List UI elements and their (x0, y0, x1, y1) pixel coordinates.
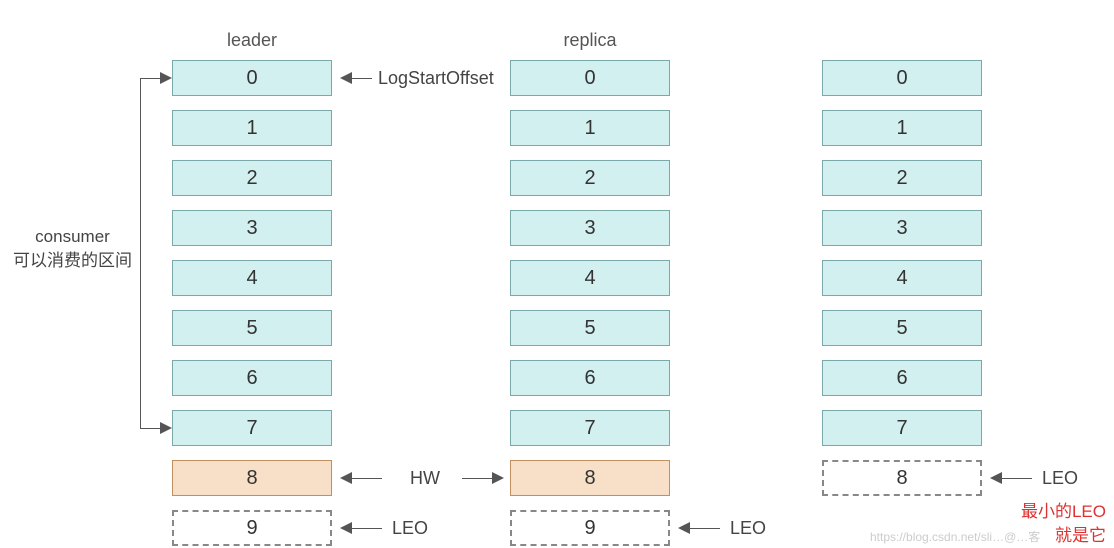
leo-replica-line (690, 528, 720, 529)
hw-arrow-right (492, 472, 504, 484)
leo-leader-label: LEO (392, 518, 428, 539)
leo-leader-arrow (340, 522, 352, 534)
cell-leader-6: 6 (172, 360, 332, 396)
leo-leader-line (352, 528, 382, 529)
consumer-l1: consumer (35, 227, 110, 246)
cell-replica-6: 6 (510, 360, 670, 396)
cell-leader-8: 8 (172, 460, 332, 496)
red-l2: 就是它 (1055, 526, 1106, 545)
cell-replica-5: 5 (510, 310, 670, 346)
cell-third-3: 3 (822, 210, 982, 246)
cell-replica-9: 9 (510, 510, 670, 546)
cell-leader-9: 9 (172, 510, 332, 546)
cell-replica-7: 7 (510, 410, 670, 446)
leo-replica-label: LEO (730, 518, 766, 539)
cell-third-0: 0 (822, 60, 982, 96)
cell-replica-3: 3 (510, 210, 670, 246)
consumer-l2: 可以消费的区间 (13, 251, 132, 270)
leo-third-arrow (990, 472, 1002, 484)
cell-leader-5: 5 (172, 310, 332, 346)
cell-leader-2: 2 (172, 160, 332, 196)
leo-third-label: LEO (1042, 468, 1078, 489)
cell-third-2: 2 (822, 160, 982, 196)
cell-third-7: 7 (822, 410, 982, 446)
cell-replica-2: 2 (510, 160, 670, 196)
leo-replica-arrow (678, 522, 690, 534)
cell-replica-0: 0 (510, 60, 670, 96)
cell-replica-1: 1 (510, 110, 670, 146)
header-replica: replica (510, 30, 670, 51)
cell-leader-0: 0 (172, 60, 332, 96)
cell-third-1: 1 (822, 110, 982, 146)
hw-label: HW (410, 468, 440, 489)
cell-replica-8: 8 (510, 460, 670, 496)
cell-leader-1: 1 (172, 110, 332, 146)
hw-line-left (352, 478, 382, 479)
header-leader: leader (172, 30, 332, 51)
bracket-vline (140, 78, 141, 428)
cell-third-4: 4 (822, 260, 982, 296)
red-l1: 最小的LEO (1021, 502, 1106, 521)
cell-third-6: 6 (822, 360, 982, 396)
watermark: https://blog.csdn.net/sli…@…客 (870, 528, 1040, 545)
cell-leader-4: 4 (172, 260, 332, 296)
hw-arrow-left (340, 472, 352, 484)
leo-third-line (1002, 478, 1032, 479)
cell-leader-7: 7 (172, 410, 332, 446)
cell-third-5: 5 (822, 310, 982, 346)
lso-arrow (340, 72, 352, 84)
bracket-bottom-arrow (160, 422, 172, 434)
hw-line-right (462, 478, 492, 479)
cell-replica-4: 4 (510, 260, 670, 296)
lso-label: LogStartOffset (378, 68, 494, 89)
bracket-top-arrow (160, 72, 172, 84)
cell-leader-3: 3 (172, 210, 332, 246)
consumer-label: consumer 可以消费的区间 (10, 225, 135, 273)
lso-line (352, 78, 372, 79)
cell-third-8: 8 (822, 460, 982, 496)
